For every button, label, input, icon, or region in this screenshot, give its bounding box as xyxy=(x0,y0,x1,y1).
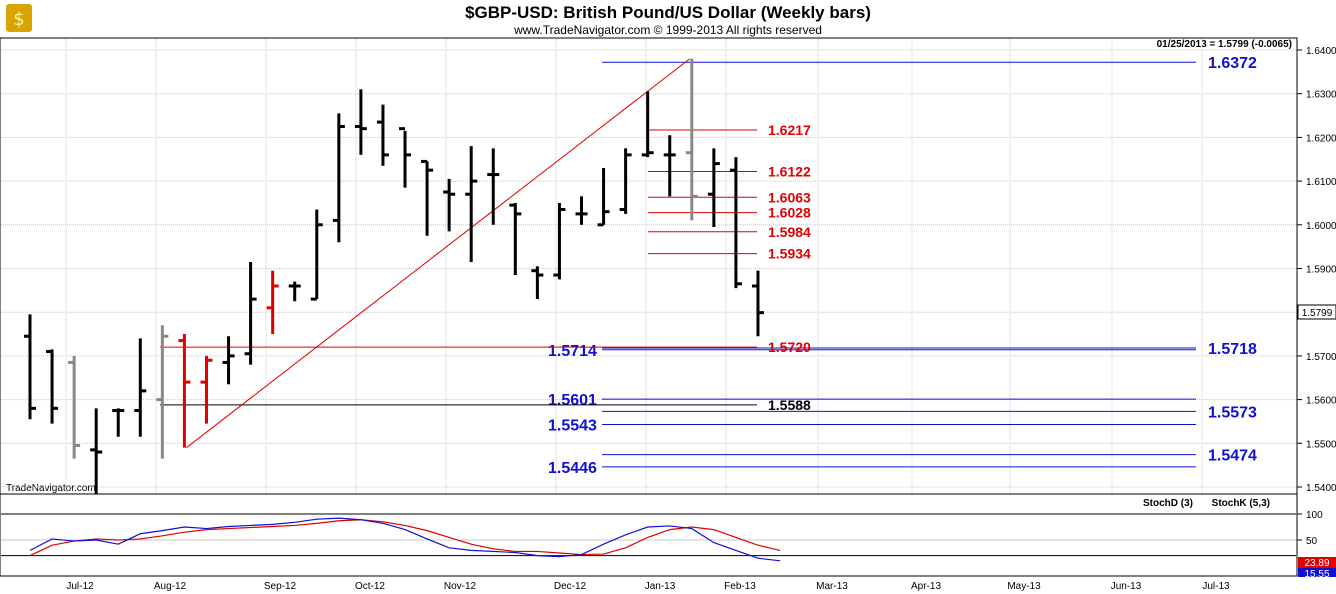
y-tick-label: 1.6200 xyxy=(1306,133,1336,144)
x-tick-label: Jul-12 xyxy=(66,581,94,592)
black-level-label: 1.5588 xyxy=(768,397,811,413)
x-tick-label: Feb-13 xyxy=(724,581,756,592)
trend-line xyxy=(186,58,691,449)
x-tick-label: Dec-12 xyxy=(554,581,587,592)
y-tick-label: 1.6000 xyxy=(1306,221,1336,232)
ohlc-bar xyxy=(443,178,456,232)
stochk-tag: 15.55 xyxy=(1304,569,1329,580)
x-tick-label: May-13 xyxy=(1007,581,1041,592)
ohlc-bar xyxy=(310,209,323,301)
watermark: TradeNavigator.com xyxy=(6,483,96,494)
x-tick-label: Aug-12 xyxy=(154,581,187,592)
blue-level-label: 1.5718 xyxy=(1208,341,1257,358)
y-tick-label: 1.6300 xyxy=(1306,90,1336,101)
blue-level-label: 1.5573 xyxy=(1208,404,1257,421)
red-level-label: 1.6028 xyxy=(768,205,811,221)
x-tick-label: Oct-12 xyxy=(355,581,385,592)
ohlc-bar xyxy=(663,135,676,197)
red-level-label: 1.6063 xyxy=(768,189,811,205)
chart-title: $GBP-USD: British Pound/US Dollar (Weekl… xyxy=(465,3,871,22)
ohlc-bar xyxy=(200,355,213,424)
ohlc-bar xyxy=(134,338,147,437)
stoch-panel xyxy=(0,493,1298,577)
ohlc-bar xyxy=(465,146,478,262)
y-tick-label: 1.5500 xyxy=(1306,439,1336,450)
price-panel xyxy=(0,37,1298,495)
ohlc-bar xyxy=(354,89,367,155)
last-price-tag-box xyxy=(1297,304,1336,320)
x-tick-label: Nov-12 xyxy=(444,581,477,592)
date-readout: 01/25/2013 = 1.5799 (-0.0065) xyxy=(1157,39,1292,50)
ohlc-bar xyxy=(421,159,434,236)
stochd-legend: StochD (3) xyxy=(1143,498,1193,509)
ohlc-bar xyxy=(707,148,720,227)
ohlc-bar xyxy=(575,196,588,225)
ohlc-bar xyxy=(685,58,698,221)
red-level-label: 1.5720 xyxy=(768,339,811,355)
ohlc-bar xyxy=(729,157,742,289)
chart-subtitle: www.TradeNavigator.com © 1999-2013 All r… xyxy=(513,23,822,37)
ohlc-bar xyxy=(266,270,279,335)
stoch-y-tick-label: 50 xyxy=(1306,536,1318,547)
stochd-tag-box xyxy=(1298,557,1336,568)
x-tick-label: Jun-13 xyxy=(1111,581,1142,592)
red-level-label: 1.5934 xyxy=(768,246,811,262)
ohlc-bar xyxy=(244,261,257,365)
ohlc-bar xyxy=(553,202,566,280)
ohlc-bar xyxy=(531,266,544,300)
x-tick-label: Mar-13 xyxy=(816,581,848,592)
blue-level-label: 1.5474 xyxy=(1208,448,1257,465)
blue-level-label: 1.5601 xyxy=(548,392,597,409)
red-level-label: 1.5984 xyxy=(768,224,811,240)
y-tick-label: 1.6100 xyxy=(1306,177,1336,188)
ohlc-bar xyxy=(156,325,169,459)
ohlc-bar xyxy=(641,91,654,158)
ohlc-bar xyxy=(751,270,764,337)
blue-level-label: 1.6372 xyxy=(1208,55,1257,72)
ohlc-bar xyxy=(399,127,412,188)
stochk-tag-box xyxy=(1298,568,1336,577)
y-tick-label: 1.6400 xyxy=(1306,46,1336,57)
x-tick-label: Jul-13 xyxy=(1202,581,1230,592)
y-tick-label: 1.5600 xyxy=(1306,396,1336,407)
ohlc-bar xyxy=(509,202,522,276)
stochd-tag: 23.89 xyxy=(1304,558,1329,569)
ohlc-bar xyxy=(112,408,125,437)
y-tick-label: 1.5400 xyxy=(1306,483,1336,494)
ohlc-bar xyxy=(222,336,235,385)
x-tick-label: Sep-12 xyxy=(264,581,297,592)
svg-text:$: $ xyxy=(13,9,24,30)
ohlc-bar xyxy=(46,349,59,424)
ohlc-bar xyxy=(178,334,191,448)
red-level-label: 1.6122 xyxy=(768,163,811,179)
y-tick-label: 1.5900 xyxy=(1306,265,1336,276)
stochk-line xyxy=(29,517,781,562)
ohlc-bar xyxy=(332,113,345,243)
y-tick-label: 1.5700 xyxy=(1306,352,1336,363)
ohlc-bar xyxy=(90,408,103,498)
ohlc-bar xyxy=(619,148,632,214)
ohlc-bar xyxy=(376,104,389,166)
blue-level-label: 1.5446 xyxy=(548,460,597,477)
logo-icon: $ xyxy=(6,4,32,32)
stochk-legend: StochK (5,3) xyxy=(1212,498,1270,509)
ohlc-bar xyxy=(597,167,610,227)
ohlc-bar xyxy=(68,355,81,459)
stochd-line xyxy=(29,519,781,557)
x-tick-label: Apr-13 xyxy=(911,581,941,592)
last-price-tag: 1.5799 xyxy=(1302,308,1333,319)
x-tick-label: Jan-13 xyxy=(645,581,676,592)
ohlc-bar xyxy=(288,281,301,302)
ohlc-bar xyxy=(24,314,36,420)
stoch-y-tick-label: 100 xyxy=(1306,510,1323,521)
red-level-label: 1.6217 xyxy=(768,122,811,138)
blue-level-label: 1.5543 xyxy=(548,418,597,435)
ohlc-bar xyxy=(487,148,500,225)
blue-level-label: 1.5714 xyxy=(548,343,597,360)
